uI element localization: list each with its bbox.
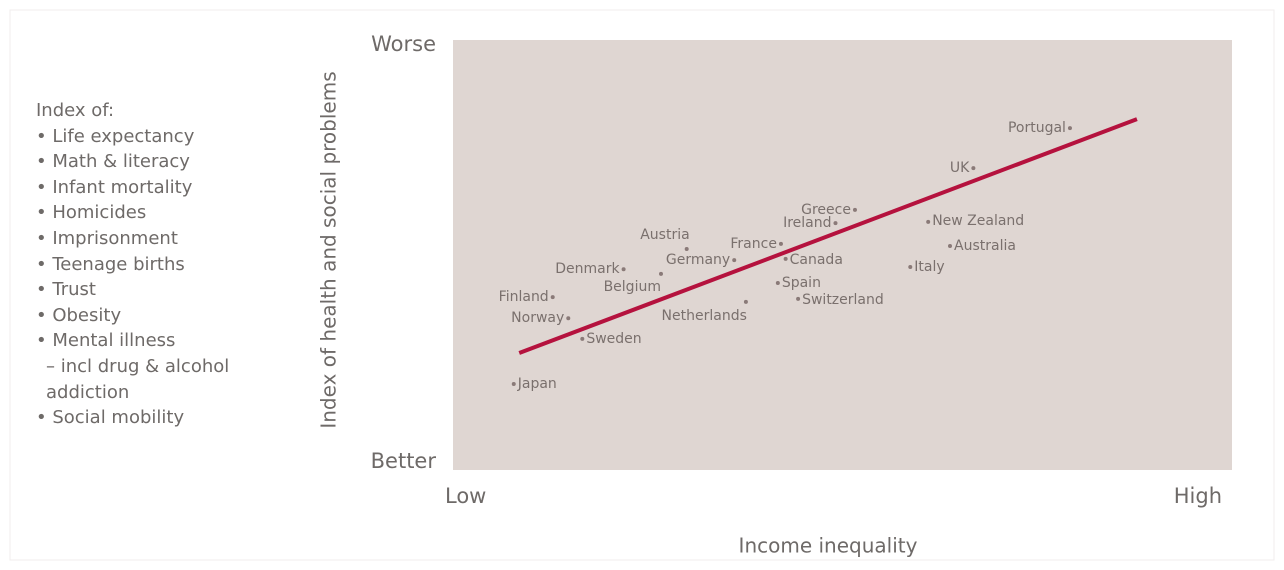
point xyxy=(658,271,663,276)
point-label: Sweden xyxy=(586,331,641,347)
point xyxy=(550,295,555,300)
point-label: Australia xyxy=(954,238,1016,254)
index-item: • Infant mortality xyxy=(36,176,193,198)
point-label: Ireland xyxy=(783,215,831,231)
point-label: Germany xyxy=(666,252,730,268)
index-item: • Life expectancy xyxy=(36,125,195,147)
point xyxy=(511,382,516,386)
point xyxy=(852,207,857,212)
point-label: Italy xyxy=(914,259,944,275)
point-label: Austria xyxy=(640,227,689,243)
point xyxy=(833,221,838,226)
point-label: Portugal xyxy=(1008,120,1066,136)
point xyxy=(775,280,780,285)
point-label: Spain xyxy=(782,275,821,291)
y-tick-label: Better xyxy=(371,449,437,473)
point xyxy=(743,299,748,304)
index-item: • Social mobility xyxy=(36,407,185,429)
point xyxy=(1067,126,1072,131)
point xyxy=(926,219,931,224)
y-axis-label: Index of health and social problems xyxy=(317,71,341,428)
point-label: Canada xyxy=(790,252,843,268)
index-item: • Teenage births xyxy=(36,253,185,275)
index-item: • Homicides xyxy=(36,202,147,224)
y-tick-label: Worse xyxy=(371,32,436,56)
point-label: France xyxy=(730,236,777,252)
index-item: • Mental illness xyxy=(36,330,176,352)
point-label: Switzerland xyxy=(802,292,884,308)
point xyxy=(580,336,585,341)
trend-line xyxy=(518,117,1138,355)
point xyxy=(621,267,626,272)
point-label: Greece xyxy=(801,202,851,218)
point-label: Japan xyxy=(517,376,557,392)
point xyxy=(971,166,976,171)
point xyxy=(732,258,737,263)
index-list: Index of: • Life expectancy • Math & lite… xyxy=(36,98,266,431)
index-title: Index of: xyxy=(36,100,115,121)
index-item: • Obesity xyxy=(36,304,122,326)
x-axis-label: Income inequality xyxy=(739,534,918,558)
point xyxy=(684,246,689,251)
point-label: Belgium xyxy=(604,279,661,295)
index-item: • Imprisonment xyxy=(36,227,178,249)
point-label: Norway xyxy=(511,310,564,326)
point-label: UK xyxy=(950,160,970,176)
point-label: New Zealand xyxy=(932,213,1024,229)
point xyxy=(566,316,571,321)
index-item: • Trust xyxy=(36,279,96,301)
point xyxy=(783,256,788,261)
point xyxy=(908,265,913,270)
plot-area xyxy=(453,40,1232,470)
x-tick-label: High xyxy=(1174,484,1222,508)
frame xyxy=(9,9,1275,561)
point-label: Finland xyxy=(499,289,549,305)
point xyxy=(796,296,801,301)
point-label: Denmark xyxy=(555,261,620,277)
point xyxy=(948,243,953,248)
index-item: • Math & literacy xyxy=(36,151,190,173)
point xyxy=(778,241,783,246)
point-label: Netherlands xyxy=(662,308,747,324)
index-item: – incl drug & alcohol addiction xyxy=(46,355,230,403)
x-tick-label: Low xyxy=(445,484,486,508)
